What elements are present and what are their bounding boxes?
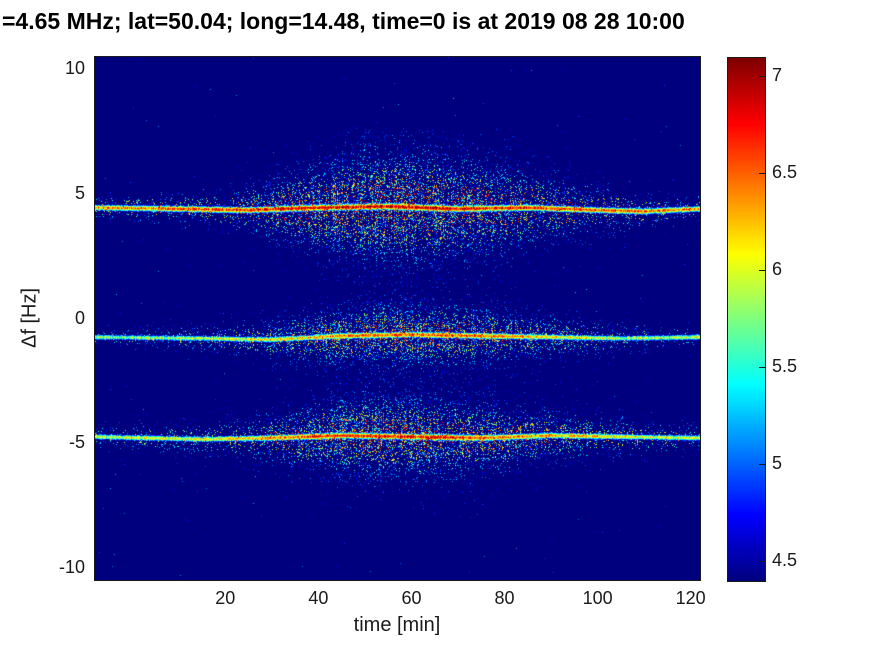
- colorbar-tick-mark: [759, 464, 765, 465]
- colorbar-canvas: [728, 58, 765, 581]
- y-tick-label: 10: [64, 58, 85, 79]
- x-tick-label: 60: [401, 588, 422, 608]
- x-axis-label: time [min]: [353, 614, 441, 636]
- colorbar-tick-label: 4.5: [772, 549, 798, 570]
- y-axis-label: Δf [Hz]: [18, 287, 41, 349]
- colorbar: [727, 57, 766, 582]
- x-tick-label: 120: [675, 588, 706, 608]
- y-tick-label: -10: [58, 556, 85, 577]
- colorbar-tick-label: 5.5: [772, 356, 798, 377]
- colorbar-tick-label: 6.5: [772, 162, 798, 183]
- y-tick-label: 0: [74, 307, 85, 328]
- chart-title: =4.65 MHz; lat=50.04; long=14.48, time=0…: [2, 8, 685, 34]
- x-tick-label: 20: [215, 588, 236, 608]
- x-tick-label: 80: [494, 588, 515, 608]
- y-tick-label: -5: [68, 432, 85, 453]
- spectrogram-canvas: [95, 57, 700, 580]
- colorbar-tick-mark: [759, 76, 765, 77]
- plot-area: [94, 56, 701, 581]
- colorbar-tick-mark: [759, 270, 765, 271]
- colorbar-tick-label: 5: [772, 452, 783, 473]
- colorbar-tick-mark: [759, 561, 765, 562]
- colorbar-tick-mark: [759, 367, 765, 368]
- colorbar-tick-mark: [759, 173, 765, 174]
- x-tick-label: 100: [582, 588, 613, 608]
- x-tick-label: 40: [308, 588, 329, 608]
- y-tick-label: 5: [74, 183, 85, 204]
- colorbar-tick-label: 6: [772, 259, 783, 280]
- colorbar-tick-label: 7: [772, 65, 783, 86]
